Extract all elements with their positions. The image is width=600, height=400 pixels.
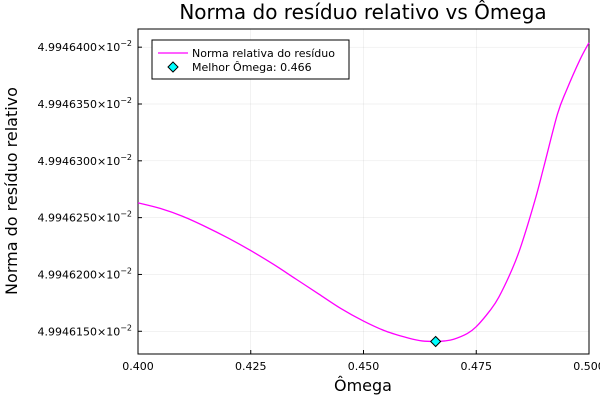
- y-tick-label: 4.9946300×10−2: [38, 153, 133, 168]
- y-tick-label: 4.9946350×10−2: [38, 96, 133, 111]
- legend-box: [151, 39, 350, 80]
- legend: Norma relativa do resíduo Melhor Ômega: …: [151, 39, 350, 80]
- x-tick-label: 0.450: [348, 360, 380, 373]
- y-axis-label: Norma do resíduo relativo: [2, 87, 21, 295]
- x-axis: 0.400 0.425 0.450 0.475 0.500: [122, 350, 600, 373]
- chart-title: Norma do resíduo relativo vs Ômega: [179, 0, 546, 24]
- x-axis-label: Ômega: [334, 376, 392, 395]
- x-tick-label: 0.475: [461, 360, 493, 373]
- y-tick-label: 4.9946250×10−2: [38, 210, 133, 225]
- x-tick-label: 0.425: [235, 360, 267, 373]
- y-tick-label: 4.9946150×10−2: [38, 323, 133, 338]
- legend-diamond-swatch: [167, 61, 179, 73]
- best-omega-marker: [429, 335, 442, 348]
- y-axis: 4.9946150×10−2 4.9946200×10−2 4.9946250×10…: [38, 39, 142, 338]
- series-layer: [137, 42, 590, 348]
- x-tick-label: 0.500: [573, 360, 600, 373]
- y-tick-label: 4.9946400×10−2: [38, 39, 133, 54]
- x-tick-label: 0.400: [122, 360, 154, 373]
- legend-label-residual: Norma relativa do resíduo: [192, 47, 335, 60]
- y-tick-label: 4.9946200×10−2: [38, 266, 133, 281]
- legend-label-best-omega: Melhor Ômega: 0.466: [192, 61, 312, 74]
